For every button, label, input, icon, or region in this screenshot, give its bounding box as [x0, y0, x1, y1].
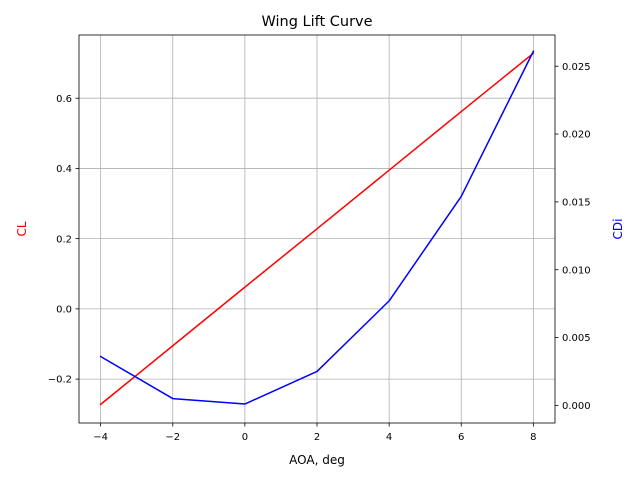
- y-right-tick-label: 0.005: [562, 333, 591, 344]
- y-right-tick-label: 0.015: [562, 197, 591, 208]
- x-tick-label: 2: [314, 432, 320, 443]
- y-right-tick-label: 0.000: [562, 401, 591, 412]
- x-tick-label: −4: [93, 432, 108, 443]
- data-lines: [99, 50, 535, 406]
- y-left-tick-label: 0.4: [56, 164, 72, 175]
- y-left-tick-label: 0.0: [56, 304, 72, 315]
- y-left-tick-label: 0.6: [56, 94, 72, 105]
- x-tick-label: 4: [386, 432, 392, 443]
- y-axis-right-label: CDi: [611, 219, 625, 240]
- y-right-tick-label: 0.020: [562, 130, 591, 141]
- x-tick-label: −2: [165, 432, 180, 443]
- tick-marks: [75, 65, 559, 427]
- y-axis-left-label: CL: [15, 221, 29, 236]
- cl-series-line: [99, 52, 535, 406]
- cdi-series-line: [99, 50, 535, 405]
- y-left-tick-label: −0.2: [48, 375, 72, 386]
- y-left-tick-label: 0.2: [56, 234, 72, 245]
- chart-title: Wing Lift Curve: [261, 14, 372, 30]
- x-tick-label: 8: [530, 432, 536, 443]
- grid: [79, 35, 555, 423]
- x-axis-label: AOA, deg: [289, 453, 345, 467]
- y-right-tick-label: 0.010: [562, 265, 591, 276]
- y-right-tick-label: 0.025: [562, 62, 591, 73]
- x-tick-label: 0: [242, 432, 248, 443]
- x-tick-label: 6: [458, 432, 464, 443]
